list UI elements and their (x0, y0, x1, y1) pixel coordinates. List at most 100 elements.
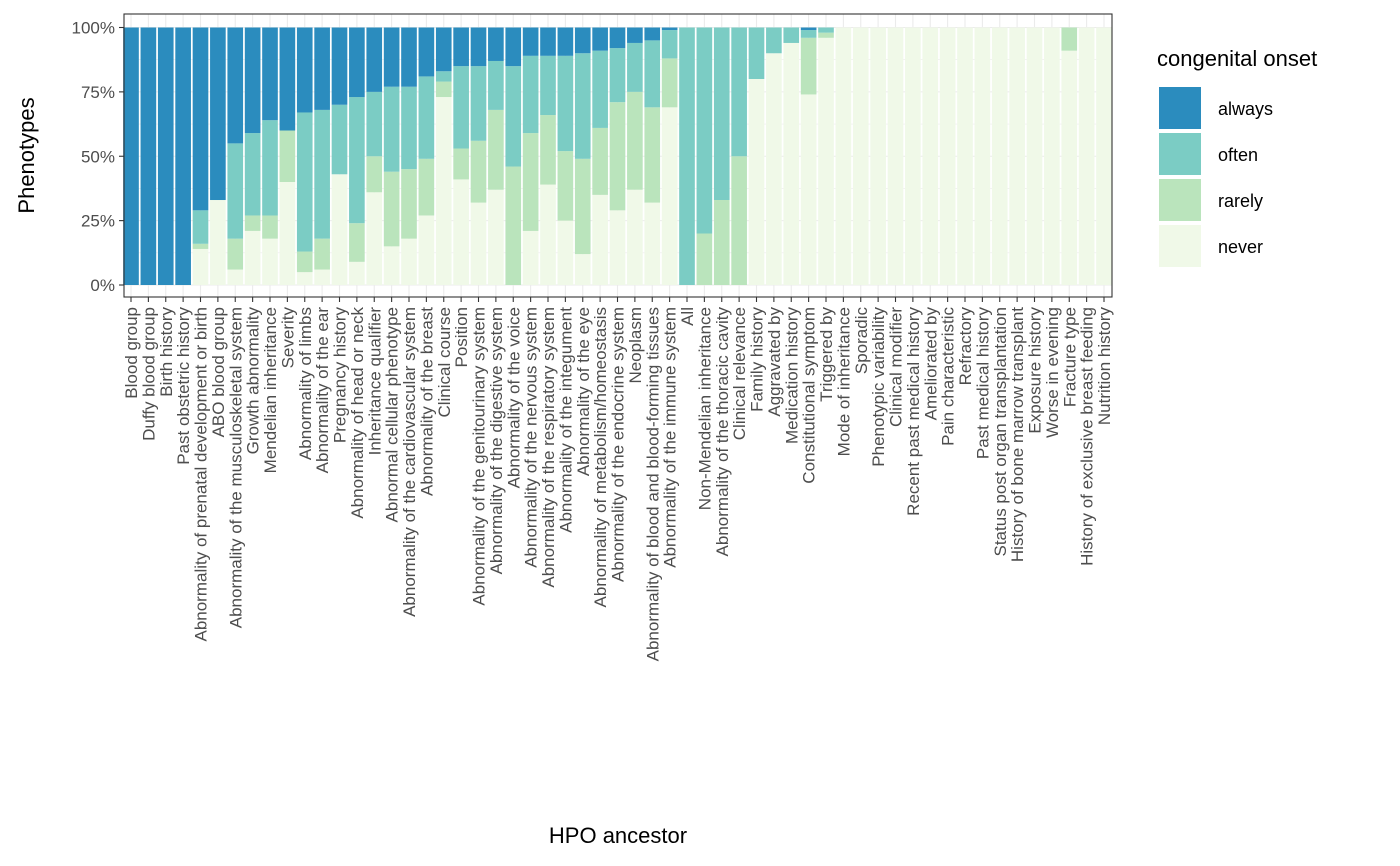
bar-segment-often (800, 30, 817, 38)
bar-segment-rarely (800, 37, 817, 95)
y-tick-label: 100% (72, 19, 115, 38)
legend: congenital onset always often rarely never (1157, 46, 1317, 267)
bar-segment-never (540, 184, 556, 285)
x-tick-label: Aggravated by (765, 307, 784, 417)
x-tick-label: Nutrition history (1095, 307, 1114, 426)
x-tick-label: Abnormality of the ear (313, 307, 332, 474)
x-tick-label: Abnormality of the cardiovascular system (400, 307, 419, 617)
bar-segment-rarely (505, 166, 522, 285)
legend-key-never (1159, 225, 1201, 267)
bar-segment-always (331, 27, 348, 105)
bar-segment-often (505, 66, 522, 167)
legend-title: congenital onset (1157, 46, 1317, 71)
bar-segment-never (1061, 50, 1078, 285)
bar-segment-never (227, 269, 244, 285)
bar-segment-always (609, 27, 626, 49)
bar-segment-rarely (349, 223, 365, 262)
bar-segment-rarely (609, 102, 626, 211)
bar-segment-often (574, 53, 591, 159)
bar-segment-always (157, 27, 174, 285)
bar-segment-rarely (470, 140, 487, 203)
bar-segment-always (522, 27, 539, 56)
bar-segment-always (175, 27, 191, 285)
bar-segment-never (574, 254, 591, 285)
bar-segment-often (435, 71, 452, 82)
bar-segment-rarely (592, 127, 608, 195)
bar-segment-always (800, 27, 817, 31)
bar-segment-always (244, 27, 261, 134)
bar-segment-never (818, 37, 834, 285)
x-axis-title: HPO ancestor (549, 823, 687, 848)
bar-segment-never (366, 192, 383, 285)
x-tick-label: Duffy blood group (139, 307, 158, 441)
bar-segment-rarely (453, 148, 469, 180)
legend-label-always: always (1218, 99, 1273, 119)
bar-segment-often (418, 76, 435, 159)
x-tick-label: Mode of inheritance (834, 307, 853, 456)
legend-label-rarely: rarely (1218, 191, 1263, 211)
bar-segment-never (453, 179, 469, 285)
bar-segment-often (679, 27, 695, 285)
x-tick-label: Abnormality of blood and blood-forming t… (643, 307, 662, 661)
bar-segment-never (262, 238, 278, 285)
legend-key-rarely (1159, 179, 1201, 221)
bar-segment-always (383, 27, 400, 87)
x-tick-label: Abnormal cellular phenotype (383, 307, 402, 522)
bar-segment-never (870, 27, 886, 285)
bar-segment-often (748, 27, 765, 79)
bar-segment-never (470, 202, 487, 285)
bar-segment-never (1096, 27, 1112, 285)
bar-segment-often (818, 27, 834, 33)
x-tick-label: Family history (748, 307, 767, 412)
bar-segment-never (957, 27, 973, 285)
bar-segment-always (488, 27, 504, 61)
x-tick-label: Clinical relevance (730, 307, 749, 440)
x-tick-label: Abnormality of the voice (504, 307, 523, 488)
bar-segment-always (296, 27, 313, 113)
bar-segment-rarely (401, 169, 417, 239)
x-tick-label: ABO blood group (209, 307, 228, 437)
bar-segment-never (314, 269, 330, 285)
bar-segment-rarely (557, 151, 574, 221)
bar-segment-often (401, 86, 417, 170)
x-tick-label: Abnormality of prenatal development or b… (192, 307, 211, 642)
bar-segment-rarely (488, 109, 504, 190)
x-tick-label: Ameliorated by (921, 307, 940, 421)
bar-segment-always (505, 27, 522, 67)
x-tick-label: Fracture type (1060, 307, 1079, 407)
bar-segment-often (731, 27, 747, 157)
x-tick-label: Pregnancy history (331, 307, 350, 444)
bar-segment-often (296, 112, 313, 252)
bar-segment-rarely (366, 156, 383, 193)
bar-segment-never (1078, 27, 1095, 285)
bar-segment-rarely (192, 243, 209, 249)
x-tick-label: Abnormality of metabolism/homeostasis (591, 307, 610, 607)
bar-segment-often (349, 97, 365, 224)
y-axis: 0% 25% 50% 75% 100% (72, 19, 124, 295)
bar-segment-often (540, 55, 556, 116)
y-axis-title: Phenotypes (14, 97, 39, 213)
x-tick-label: Neoplasm (626, 307, 645, 384)
bar-segment-never (939, 27, 956, 285)
x-tick-label: Severity (278, 307, 297, 369)
bar-segment-rarely (227, 238, 244, 270)
bar-segment-always (470, 27, 487, 67)
x-tick-label: Abnormality of the breast (417, 307, 436, 496)
bar-segment-always (592, 27, 608, 51)
x-tick-label: Abnormality of the endocrine system (609, 307, 628, 582)
y-tick-label: 25% (81, 212, 115, 231)
bar-segment-never (383, 246, 400, 286)
bar-segment-never (991, 27, 1008, 285)
bar-segment-never (661, 107, 678, 285)
bar-segment-never (522, 230, 539, 285)
bar-segment-always (210, 27, 226, 201)
x-tick-label: Abnormality of the immune system (661, 307, 680, 568)
x-tick-label: Abnormality of limbs (296, 307, 315, 460)
x-tick-label: Abnormality of the musculoskeletal syste… (226, 307, 245, 628)
legend-key-often (1159, 133, 1201, 175)
bar-segment-often (331, 104, 348, 175)
bar-segment-never (1026, 27, 1043, 285)
bar-segment-often (627, 42, 643, 92)
x-tick-label: Blood group (122, 307, 141, 399)
